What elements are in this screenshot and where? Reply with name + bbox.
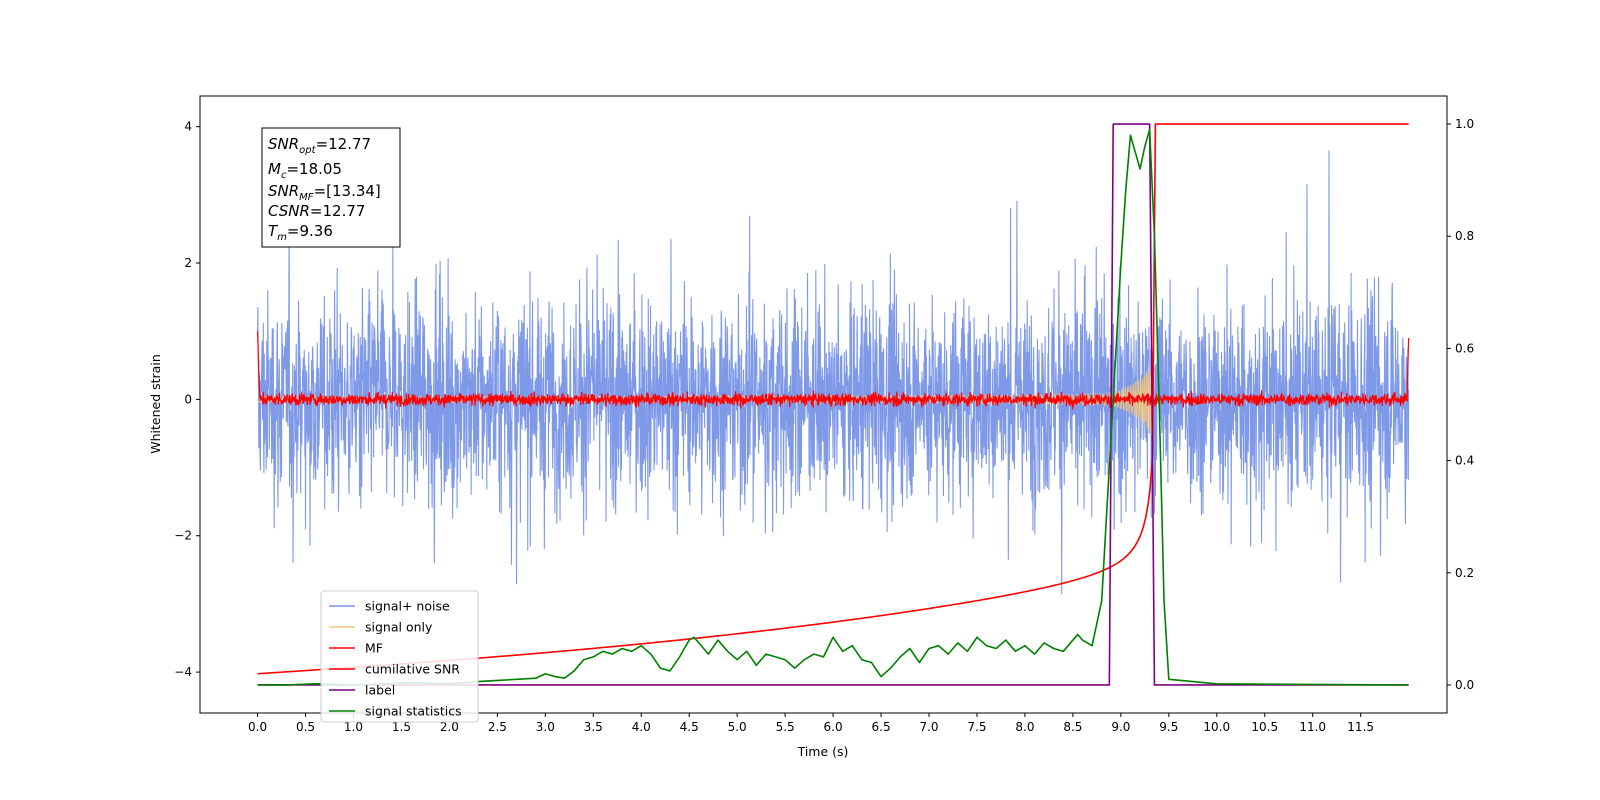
x-tick-label: 6.5 xyxy=(872,720,891,734)
x-tick-label: 9.5 xyxy=(1159,720,1178,734)
y-left-tick-label: 2 xyxy=(184,256,192,270)
legend-label: signal only xyxy=(365,620,433,635)
stats-box: SNRopt=12.77 Mc=18.05 SNRMF=[13.34] CSNR… xyxy=(261,127,401,248)
stats-line-snr-mf: SNRMF=[13.34] xyxy=(268,182,381,203)
x-tick-label: 5.5 xyxy=(776,720,795,734)
y-right-tick-label: 0.6 xyxy=(1455,341,1474,355)
x-tick-label: 11.0 xyxy=(1299,720,1326,734)
legend-label: MF xyxy=(365,641,383,656)
y-right-tick-label: 0.4 xyxy=(1455,454,1474,468)
y-left-tick-label: 4 xyxy=(184,120,192,134)
legend-label: label xyxy=(365,683,395,698)
stats-line-merger-time: Tm=9.36 xyxy=(268,222,333,243)
y-left-tick-label: −2 xyxy=(174,529,192,543)
axis-layer: 0.0 0.5 1.0 1.5 2.0 2.5 3.0 3.5 4.0 4.5 5.0 5.5 6.0 6… xyxy=(174,117,1474,734)
x-tick-label: 4.5 xyxy=(680,720,699,734)
x-tick-label: 7.0 xyxy=(919,720,938,734)
x-axis-label: Time (s) xyxy=(797,744,849,759)
x-tick-label: 1.5 xyxy=(392,720,411,734)
x-tick-label: 9.0 xyxy=(1111,720,1130,734)
x-tick-label: 7.5 xyxy=(967,720,986,734)
x-tick-label: 2.5 xyxy=(488,720,507,734)
series-signal-noise xyxy=(257,150,1410,594)
x-tick-label: 6.0 xyxy=(824,720,843,734)
series-signal-statistics xyxy=(257,128,1409,686)
legend-label: signal+ noise xyxy=(365,599,450,614)
x-tick-label: 10.5 xyxy=(1251,720,1278,734)
legend-label: cumilative SNR xyxy=(365,662,460,677)
x-tick-label: 3.0 xyxy=(536,720,555,734)
series-mf xyxy=(256,331,1410,410)
series-label xyxy=(257,123,1409,686)
x-tick-label: 5.0 xyxy=(728,720,747,734)
x-tick-label: 3.5 xyxy=(584,720,603,734)
stats-line-csnr: CSNR=12.77 xyxy=(268,202,365,220)
legend: signal+ noise signal only MF cumilative SNR… xyxy=(320,590,479,723)
x-tick-label: 1.0 xyxy=(344,720,363,734)
legend-label: signal statistics xyxy=(365,704,462,719)
y-right-tick-label: 0.2 xyxy=(1455,566,1474,580)
y-axis-label: Whitened strain xyxy=(148,354,163,453)
y-left-tick-label: −4 xyxy=(174,665,192,679)
stats-line-chirp-mass: Mc=18.05 xyxy=(268,160,342,181)
x-tick-label: 0.0 xyxy=(248,720,267,734)
y-left-tick-label: 0 xyxy=(184,392,192,406)
x-tick-label: 10.0 xyxy=(1203,720,1230,734)
y-right-tick-label: 0.0 xyxy=(1455,678,1474,692)
stats-line-snr-opt: SNRopt=12.77 xyxy=(268,135,371,156)
x-tick-label: 11.5 xyxy=(1347,720,1374,734)
x-tick-label: 0.5 xyxy=(296,720,315,734)
x-tick-label: 2.0 xyxy=(440,720,459,734)
plot-frame xyxy=(199,95,1448,714)
x-tick-label: 8.5 xyxy=(1063,720,1082,734)
y-right-tick-label: 1.0 xyxy=(1455,117,1474,131)
x-tick-label: 8.0 xyxy=(1015,720,1034,734)
y-right-tick-label: 0.8 xyxy=(1455,229,1474,243)
x-tick-label: 4.0 xyxy=(632,720,651,734)
